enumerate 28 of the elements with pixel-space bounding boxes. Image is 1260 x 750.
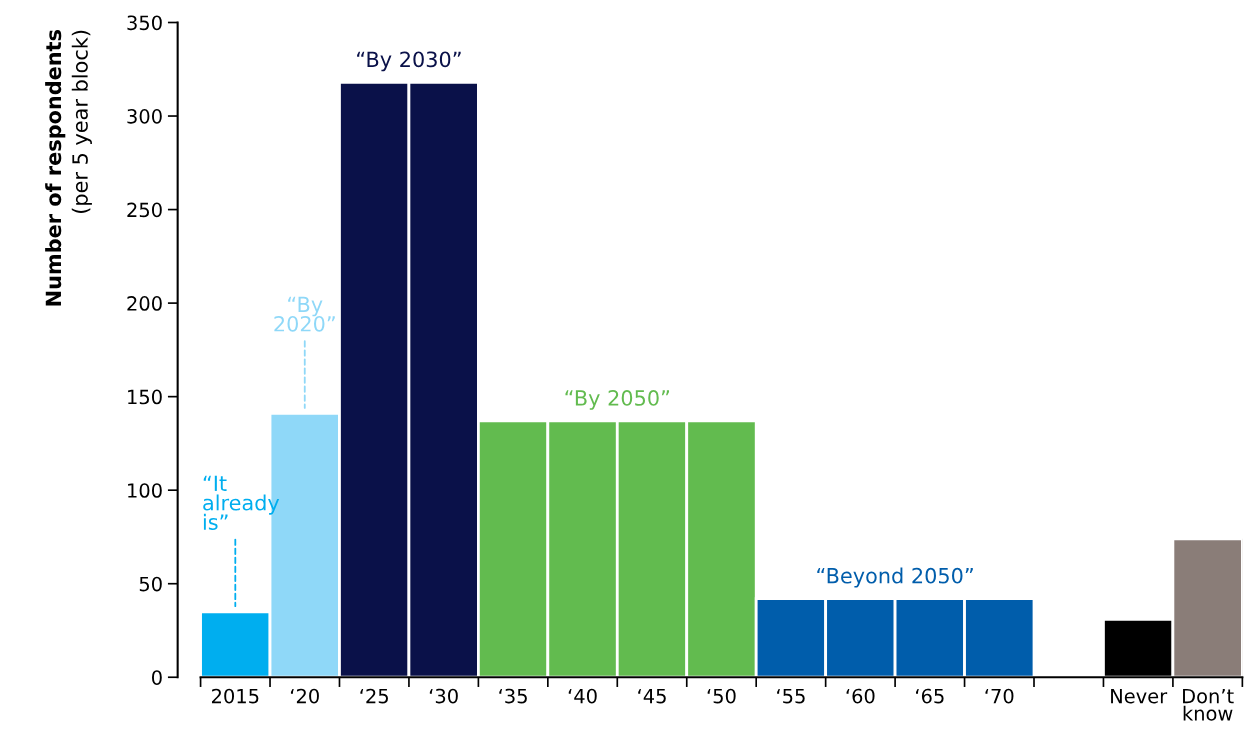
x-tick-label: ‘50 [707,688,736,704]
x-tick-label: ‘35 [499,688,527,704]
x-tick-label: ‘45 [638,688,666,704]
y-tick-label: 150 [128,389,162,405]
y-tick-label: 50 [139,576,162,592]
x-tick-label: ‘20 [290,688,319,704]
x-tick-label: 2015 [211,688,259,704]
x-tick-label: ‘40 [568,688,597,704]
annotation: “Beyond 2050” [817,567,973,588]
annotation: “By 2050” [565,390,670,410]
x-tick-label: ‘55 [777,688,805,704]
x-tick-label: ‘70 [985,688,1014,704]
annotation: “It already is” [203,475,280,530]
x-tick-label: ‘60 [846,688,875,704]
y-tick-label: 200 [127,296,162,311]
y-tick-label: 250 [127,202,162,218]
y-tick-label: 300 [127,108,162,124]
x-tick-label: ‘65 [916,688,944,704]
x-tick-label: ‘25 [360,688,388,704]
y-axis-title: Number of respondents (per 5 year block) [45,30,92,306]
annotation: “By 2030” [357,51,461,72]
y-tick-label: 100 [128,483,162,498]
y-tick-label: 0 [151,670,162,685]
annotation: “By 2020” [274,296,335,332]
x-tick-label: Never [1111,688,1168,704]
x-tick-label: ‘30 [429,688,458,704]
x-tick-label: Don’t know [1183,688,1234,721]
y-tick-label: 350 [127,15,162,31]
